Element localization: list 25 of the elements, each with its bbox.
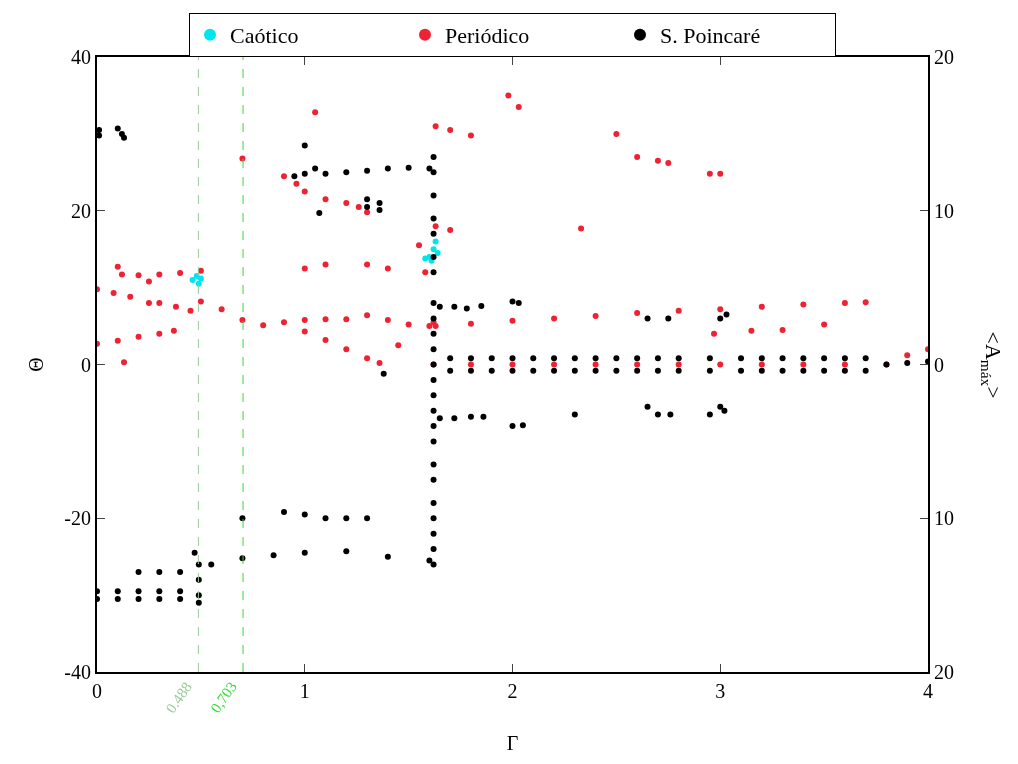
y2-tick-label: 20 — [934, 46, 954, 68]
x-axis-title: Γ — [506, 732, 519, 754]
point — [434, 250, 441, 257]
point — [189, 276, 196, 283]
legend-label: Caótico — [230, 23, 299, 49]
y-tick-label: 20 — [71, 199, 91, 222]
legend-label: S. Poincaré — [660, 23, 761, 49]
y-tick-label: 40 — [71, 46, 91, 68]
x-tick-label: 3 — [715, 680, 726, 702]
y2-tick-label: 20 — [934, 661, 954, 683]
y2-tick-label: 10 — [934, 200, 954, 222]
legend-label: Periódico — [445, 23, 530, 49]
point — [195, 280, 202, 287]
y-tick-label: 0 — [81, 353, 91, 376]
point — [432, 238, 439, 245]
y-axis-title: Θ — [25, 357, 48, 372]
x-tick-label: 2 — [507, 680, 518, 702]
y2-tick-label: 10 — [934, 507, 954, 529]
point — [197, 275, 204, 282]
x-tick-label: 1 — [299, 680, 310, 702]
y-tick-label: -40 — [64, 661, 91, 683]
point — [430, 246, 437, 253]
x-tick-label: 4 — [923, 680, 933, 702]
y-tick-label: -20 — [64, 507, 91, 530]
y2-tick-label: 0 — [934, 354, 944, 376]
